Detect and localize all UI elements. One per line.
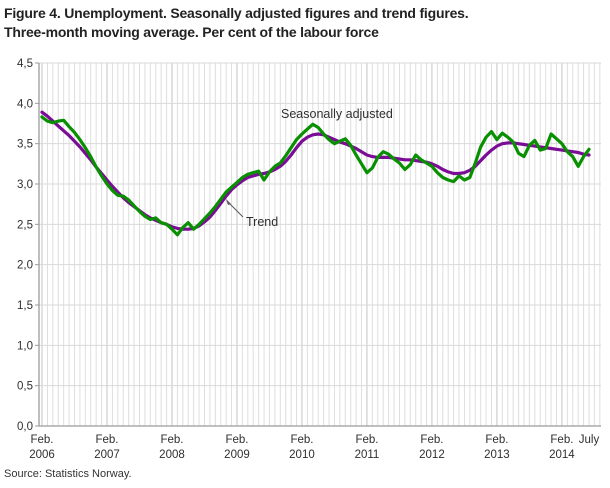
x-axis-label-month: Feb. <box>550 434 573 446</box>
x-axis-label-year: 2010 <box>289 449 315 461</box>
figure-title-line1: Figure 4. Unemployment. Seasonally adjus… <box>4 5 469 21</box>
y-axis-label: 1,5 <box>17 300 33 312</box>
x-axis-label-month: Feb. <box>160 434 183 446</box>
source-note: Source: Statistics Norway. <box>4 468 132 480</box>
x-axis-label-month: Feb. <box>225 434 248 446</box>
x-axis-label-month: July <box>579 434 600 446</box>
x-axis-label-year: 2008 <box>159 449 185 461</box>
series-line-seasonally-adjusted <box>40 115 591 237</box>
x-axis-label-month: Feb. <box>355 434 378 446</box>
x-axis-label-month: Feb. <box>30 434 53 446</box>
y-axis-label: 0,0 <box>17 421 33 433</box>
series-line-trend <box>40 110 591 231</box>
x-axis-label-year: 2006 <box>29 449 55 461</box>
x-axis-label-year: 2013 <box>484 449 510 461</box>
y-axis-label: 2,0 <box>17 260 33 272</box>
x-axis-label-month: Feb. <box>95 434 118 446</box>
y-axis-label: 4,5 <box>17 58 33 70</box>
x-axis-label-month: Feb. <box>485 434 508 446</box>
y-axis-label: 1,0 <box>17 340 33 352</box>
figure-title-line2: Three-month moving average. Per cent of … <box>4 24 379 40</box>
x-axis-label-year: 2007 <box>94 449 120 461</box>
x-axis-label-month: Feb. <box>420 434 443 446</box>
annotation-seasonally-adjusted: Seasonally adjusted <box>281 107 393 121</box>
annotation-arrowhead <box>226 199 231 205</box>
x-axis-label-year: 2011 <box>355 449 380 461</box>
x-axis-label-year: 2009 <box>224 449 250 461</box>
y-axis-label: 3,5 <box>17 139 33 151</box>
y-axis-label: 3,0 <box>17 179 33 191</box>
figure-title: Figure 4. Unemployment. Seasonally adjus… <box>4 4 604 42</box>
y-axis-label: 4,0 <box>17 98 33 110</box>
x-axis-label-year: 2012 <box>419 449 445 461</box>
y-axis-label: 0,5 <box>17 381 33 393</box>
x-axis-label-year: 2014 <box>549 449 575 461</box>
x-axis-label-month: Feb. <box>290 434 313 446</box>
annotation-trend: Trend <box>246 215 278 229</box>
y-axis-label: 2,5 <box>17 219 33 231</box>
